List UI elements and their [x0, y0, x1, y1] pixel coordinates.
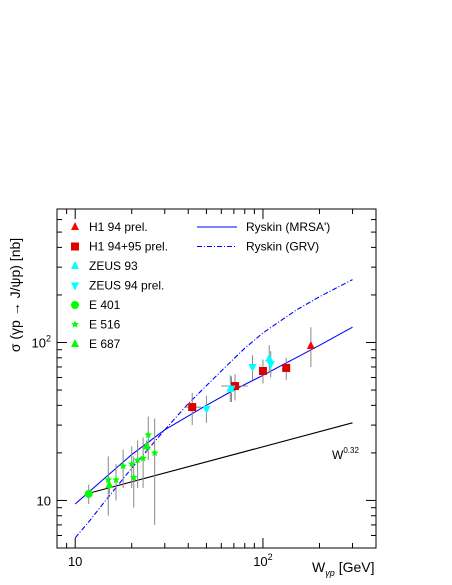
marker-star: [127, 460, 136, 468]
curve-ryskin-1: [74, 279, 353, 539]
marker-square: [282, 363, 291, 372]
marker-triangle-up: [71, 339, 79, 347]
legend-label: Ryskin (GRV): [246, 240, 319, 254]
marker-triangle-up: [306, 341, 315, 350]
legend-label: E 516: [89, 318, 121, 332]
marker-star: [133, 456, 142, 464]
marker-star: [112, 475, 120, 484]
marker-star: [104, 475, 113, 484]
annotation-label: W0.32: [332, 446, 359, 462]
marker-star: [139, 454, 147, 462]
legend-label: ZEUS 93: [89, 259, 138, 273]
marker-star: [150, 448, 159, 457]
marker-triangle-down: [248, 363, 257, 372]
curve-power-law: [86, 422, 353, 495]
axis-ticks: [56, 208, 377, 549]
marker-square: [71, 242, 79, 251]
marker-triangle-up: [71, 222, 79, 230]
tick-labels: 10 102 10 102: [32, 333, 273, 569]
marker-triangle-down: [227, 385, 236, 394]
marker-star: [119, 462, 127, 470]
model-curves: [74, 279, 353, 539]
legend-label: ZEUS 94 prel.: [89, 279, 164, 293]
marker-star: [71, 320, 79, 328]
marker-triangle-up: [265, 353, 274, 362]
plot-frame: [56, 208, 377, 549]
marker-square: [258, 366, 267, 375]
legend-label: H1 94 prel.: [89, 220, 148, 234]
curve-ryskin-0: [74, 326, 353, 505]
marker-star: [144, 430, 153, 439]
marker-circle: [84, 489, 93, 498]
marker-triangle-up: [71, 261, 79, 269]
marker-triangle-up: [142, 441, 151, 450]
legend-label: E 687: [89, 337, 121, 351]
x-tick-label: 10: [68, 554, 82, 569]
marker-triangle-down: [71, 282, 79, 291]
marker-triangle-down: [202, 405, 211, 414]
legend-label: E 401: [89, 298, 121, 312]
legend-label: Ryskin (MRSA'): [246, 220, 330, 234]
marker-star: [129, 473, 138, 481]
marker-triangle-down: [266, 361, 275, 370]
y-tick-label: 10: [37, 493, 51, 508]
y-axis-label: σ (γp → J/ψp) [nb]: [7, 238, 23, 352]
error-bars: [88, 327, 312, 525]
legend-label: H1 94+95 prel.: [89, 240, 168, 254]
data-markers: [84, 341, 315, 498]
x-axis-label: Wγp [GeV]: [312, 559, 375, 578]
x-tick-label: 102: [253, 552, 272, 569]
legend: H1 94 prel. H1 94+95 prel. ZEUS 93 ZEUS 94 …: [71, 220, 330, 351]
marker-circle: [71, 301, 79, 309]
y-tick-label: 102: [32, 333, 51, 350]
marker-square: [188, 403, 197, 412]
marker-triangle-up: [105, 480, 114, 489]
